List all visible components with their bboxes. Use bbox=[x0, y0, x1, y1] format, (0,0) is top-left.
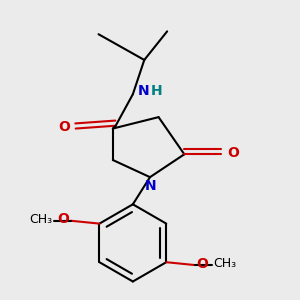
Text: O: O bbox=[196, 256, 208, 271]
Text: O: O bbox=[58, 212, 69, 226]
Text: O: O bbox=[58, 120, 70, 134]
Text: N: N bbox=[145, 179, 156, 194]
Text: O: O bbox=[227, 146, 239, 160]
Text: CH₃: CH₃ bbox=[29, 213, 52, 226]
Text: CH₃: CH₃ bbox=[213, 257, 237, 270]
Text: N: N bbox=[138, 84, 150, 98]
Text: H: H bbox=[151, 84, 163, 98]
